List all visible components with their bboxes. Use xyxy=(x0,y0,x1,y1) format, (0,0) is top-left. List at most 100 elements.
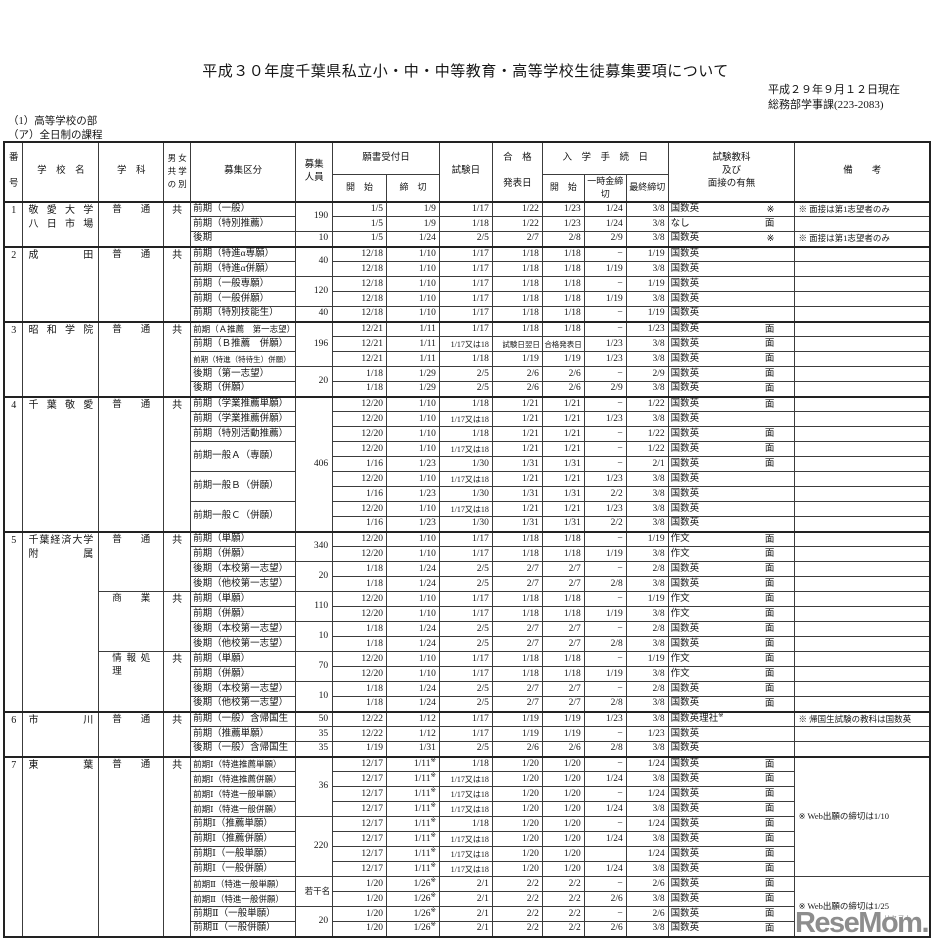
app-start-cell: 12/22 xyxy=(332,710,387,727)
subjects-text: なし xyxy=(670,218,690,229)
final-deadline-cell: 3/8 xyxy=(625,231,669,247)
subjects-cell: 国数英 面 xyxy=(667,621,796,637)
app-end-cell: 1/23 xyxy=(386,456,440,472)
exam-date-cell: 1/17 xyxy=(438,606,493,622)
exam-date-cell: 1/17 xyxy=(438,726,493,742)
subjects-text: 国数英 xyxy=(670,803,700,814)
subjects-text: 国数英 xyxy=(670,833,700,844)
capacity-cell: 20 xyxy=(295,561,334,592)
app-start-cell: 1/16 xyxy=(332,486,387,502)
page-title: 平成３０年度千葉県私立小・中・中等教育・高等学校生徒募集要項について xyxy=(202,64,729,80)
final-deadline-cell: 3/8 xyxy=(625,606,669,622)
announce-date-cell: 1/18 xyxy=(491,651,543,667)
school-name-line: 附属 xyxy=(28,549,94,560)
announce-date-cell: 2/7 xyxy=(491,681,543,697)
remark-cell xyxy=(794,666,931,682)
subjects-cell: 国数英 面 xyxy=(667,696,796,712)
interview-mark: 面 xyxy=(764,699,775,709)
subjects-text: 国数英 xyxy=(670,728,700,739)
final-deadline-cell: 3/8 xyxy=(625,216,669,232)
subjects-cell: 国数英 面 xyxy=(667,366,796,382)
proc-start-cell: 2/7 xyxy=(541,561,585,577)
interview-mark: 面 xyxy=(764,909,775,919)
announce-date-cell: 2/7 xyxy=(491,576,543,592)
announce-date-cell: 1/20 xyxy=(491,771,543,787)
deposit-deadline-cell: 1/23 xyxy=(583,471,627,487)
final-deadline-cell: 3/8 xyxy=(625,741,669,757)
subjects-cell: 国数英 面 xyxy=(667,456,796,472)
header-announce-date: 合 格 発表日 xyxy=(491,141,543,202)
proc-start-cell: 1/21 xyxy=(541,441,585,457)
department-cell: 普通 xyxy=(98,200,165,247)
school-name-line: 市川 xyxy=(28,714,94,726)
exam-date-cell: 1/17 xyxy=(438,306,493,322)
remark-cell xyxy=(794,486,931,502)
deposit-deadline-cell: − xyxy=(583,621,627,637)
app-end-cell: 1/11※ xyxy=(386,755,440,772)
category-cell: 前期（特進α併願） xyxy=(190,261,297,277)
subjects-text: 国数英 xyxy=(670,923,700,934)
subjects-cell: なし 面 xyxy=(667,216,796,232)
proc-start-cell: 2/2 xyxy=(541,921,585,937)
final-deadline-cell: 3/8 xyxy=(625,710,669,727)
remark-cell: ※ 面接は第1志望者のみ xyxy=(794,231,931,247)
interview-mark: 面 xyxy=(764,429,775,439)
app-start-cell: 12/17 xyxy=(332,846,387,862)
subjects-cell: 国数英 xyxy=(667,486,796,502)
app-end-cell: 1/11※ xyxy=(386,816,440,832)
final-deadline-cell: 3/8 xyxy=(625,336,669,352)
subjects-cell: 国数英 xyxy=(667,276,796,292)
deposit-deadline-cell: 1/19 xyxy=(583,606,627,622)
announce-date-cell: 1/18 xyxy=(491,546,543,562)
app-start-cell: 12/20 xyxy=(332,546,387,562)
final-deadline-cell: 3/8 xyxy=(625,636,669,652)
proc-start-cell: 2/6 xyxy=(541,381,585,397)
interview-mark: 面 xyxy=(764,579,775,589)
app-end-cell: 1/29 xyxy=(386,381,440,397)
school-name-line: 成田 xyxy=(28,249,94,261)
proc-start-cell: 2/6 xyxy=(541,741,585,757)
header-application-period: 願書受付日 xyxy=(332,141,440,175)
capacity-cell: 35 xyxy=(295,726,334,742)
remark-cell xyxy=(794,591,931,607)
category-cell: 前期Ⅱ（特進一般併願） xyxy=(190,891,297,907)
final-deadline-cell: 2/6 xyxy=(625,906,669,922)
deposit-deadline-cell: 1/19 xyxy=(583,261,627,277)
subjects-cell: 作文 面 xyxy=(667,666,796,682)
subjects-text: 国数英 xyxy=(670,863,700,874)
deposit-deadline-cell: 1/19 xyxy=(583,666,627,682)
subjects-cell: 作文 面 xyxy=(667,651,796,667)
remark-cell: ※ Web出願の締切は1/25 xyxy=(794,876,931,937)
category-cell: 前期（単願） xyxy=(190,530,297,547)
subjects-cell: 国数英 面 xyxy=(667,681,796,697)
proc-start-cell: 1/21 xyxy=(541,471,585,487)
subjects-cell: 国数英 xyxy=(667,726,796,742)
app-end-cell: 1/11 xyxy=(386,351,440,367)
announce-date-cell: 1/20 xyxy=(491,801,543,817)
subjects-text: 国数英 xyxy=(670,458,700,469)
remark-cell xyxy=(794,411,931,427)
remark-cell: ※ 面接は第1志望者のみ xyxy=(794,200,931,217)
interview-mark: 面 xyxy=(764,924,775,934)
coed-cell: 共 xyxy=(163,320,192,397)
app-start-cell: 12/17 xyxy=(332,771,387,787)
subjects-text: 国数英 xyxy=(670,893,700,904)
capacity-cell: 40 xyxy=(295,245,334,277)
category-cell: 前期（Ａ推薦 第一志望） xyxy=(190,320,297,337)
app-start-cell: 1/5 xyxy=(332,200,387,217)
subjects-text: 国数英 xyxy=(670,638,700,649)
app-end-cell: 1/9 xyxy=(386,200,440,217)
subjects-cell: 国数英 xyxy=(667,741,796,757)
section-fulltime: （ア）全日制の課程 xyxy=(8,130,103,141)
proc-start-cell: 1/31 xyxy=(541,516,585,532)
department-cell: 普通 xyxy=(98,530,165,592)
subjects-cell: 国数英 面 xyxy=(667,801,796,817)
coed-cell: 共 xyxy=(163,755,192,937)
app-end-cell: 1/10 xyxy=(386,471,440,487)
exam-date-cell: 1/17 xyxy=(438,320,493,337)
app-end-cell: 1/12 xyxy=(386,726,440,742)
final-deadline-cell: 3/8 xyxy=(625,831,669,847)
exam-date-cell: 1/17又は18 xyxy=(438,336,493,352)
deposit-deadline-cell: − xyxy=(583,276,627,292)
exam-date-cell: 1/17又は18 xyxy=(438,786,493,802)
